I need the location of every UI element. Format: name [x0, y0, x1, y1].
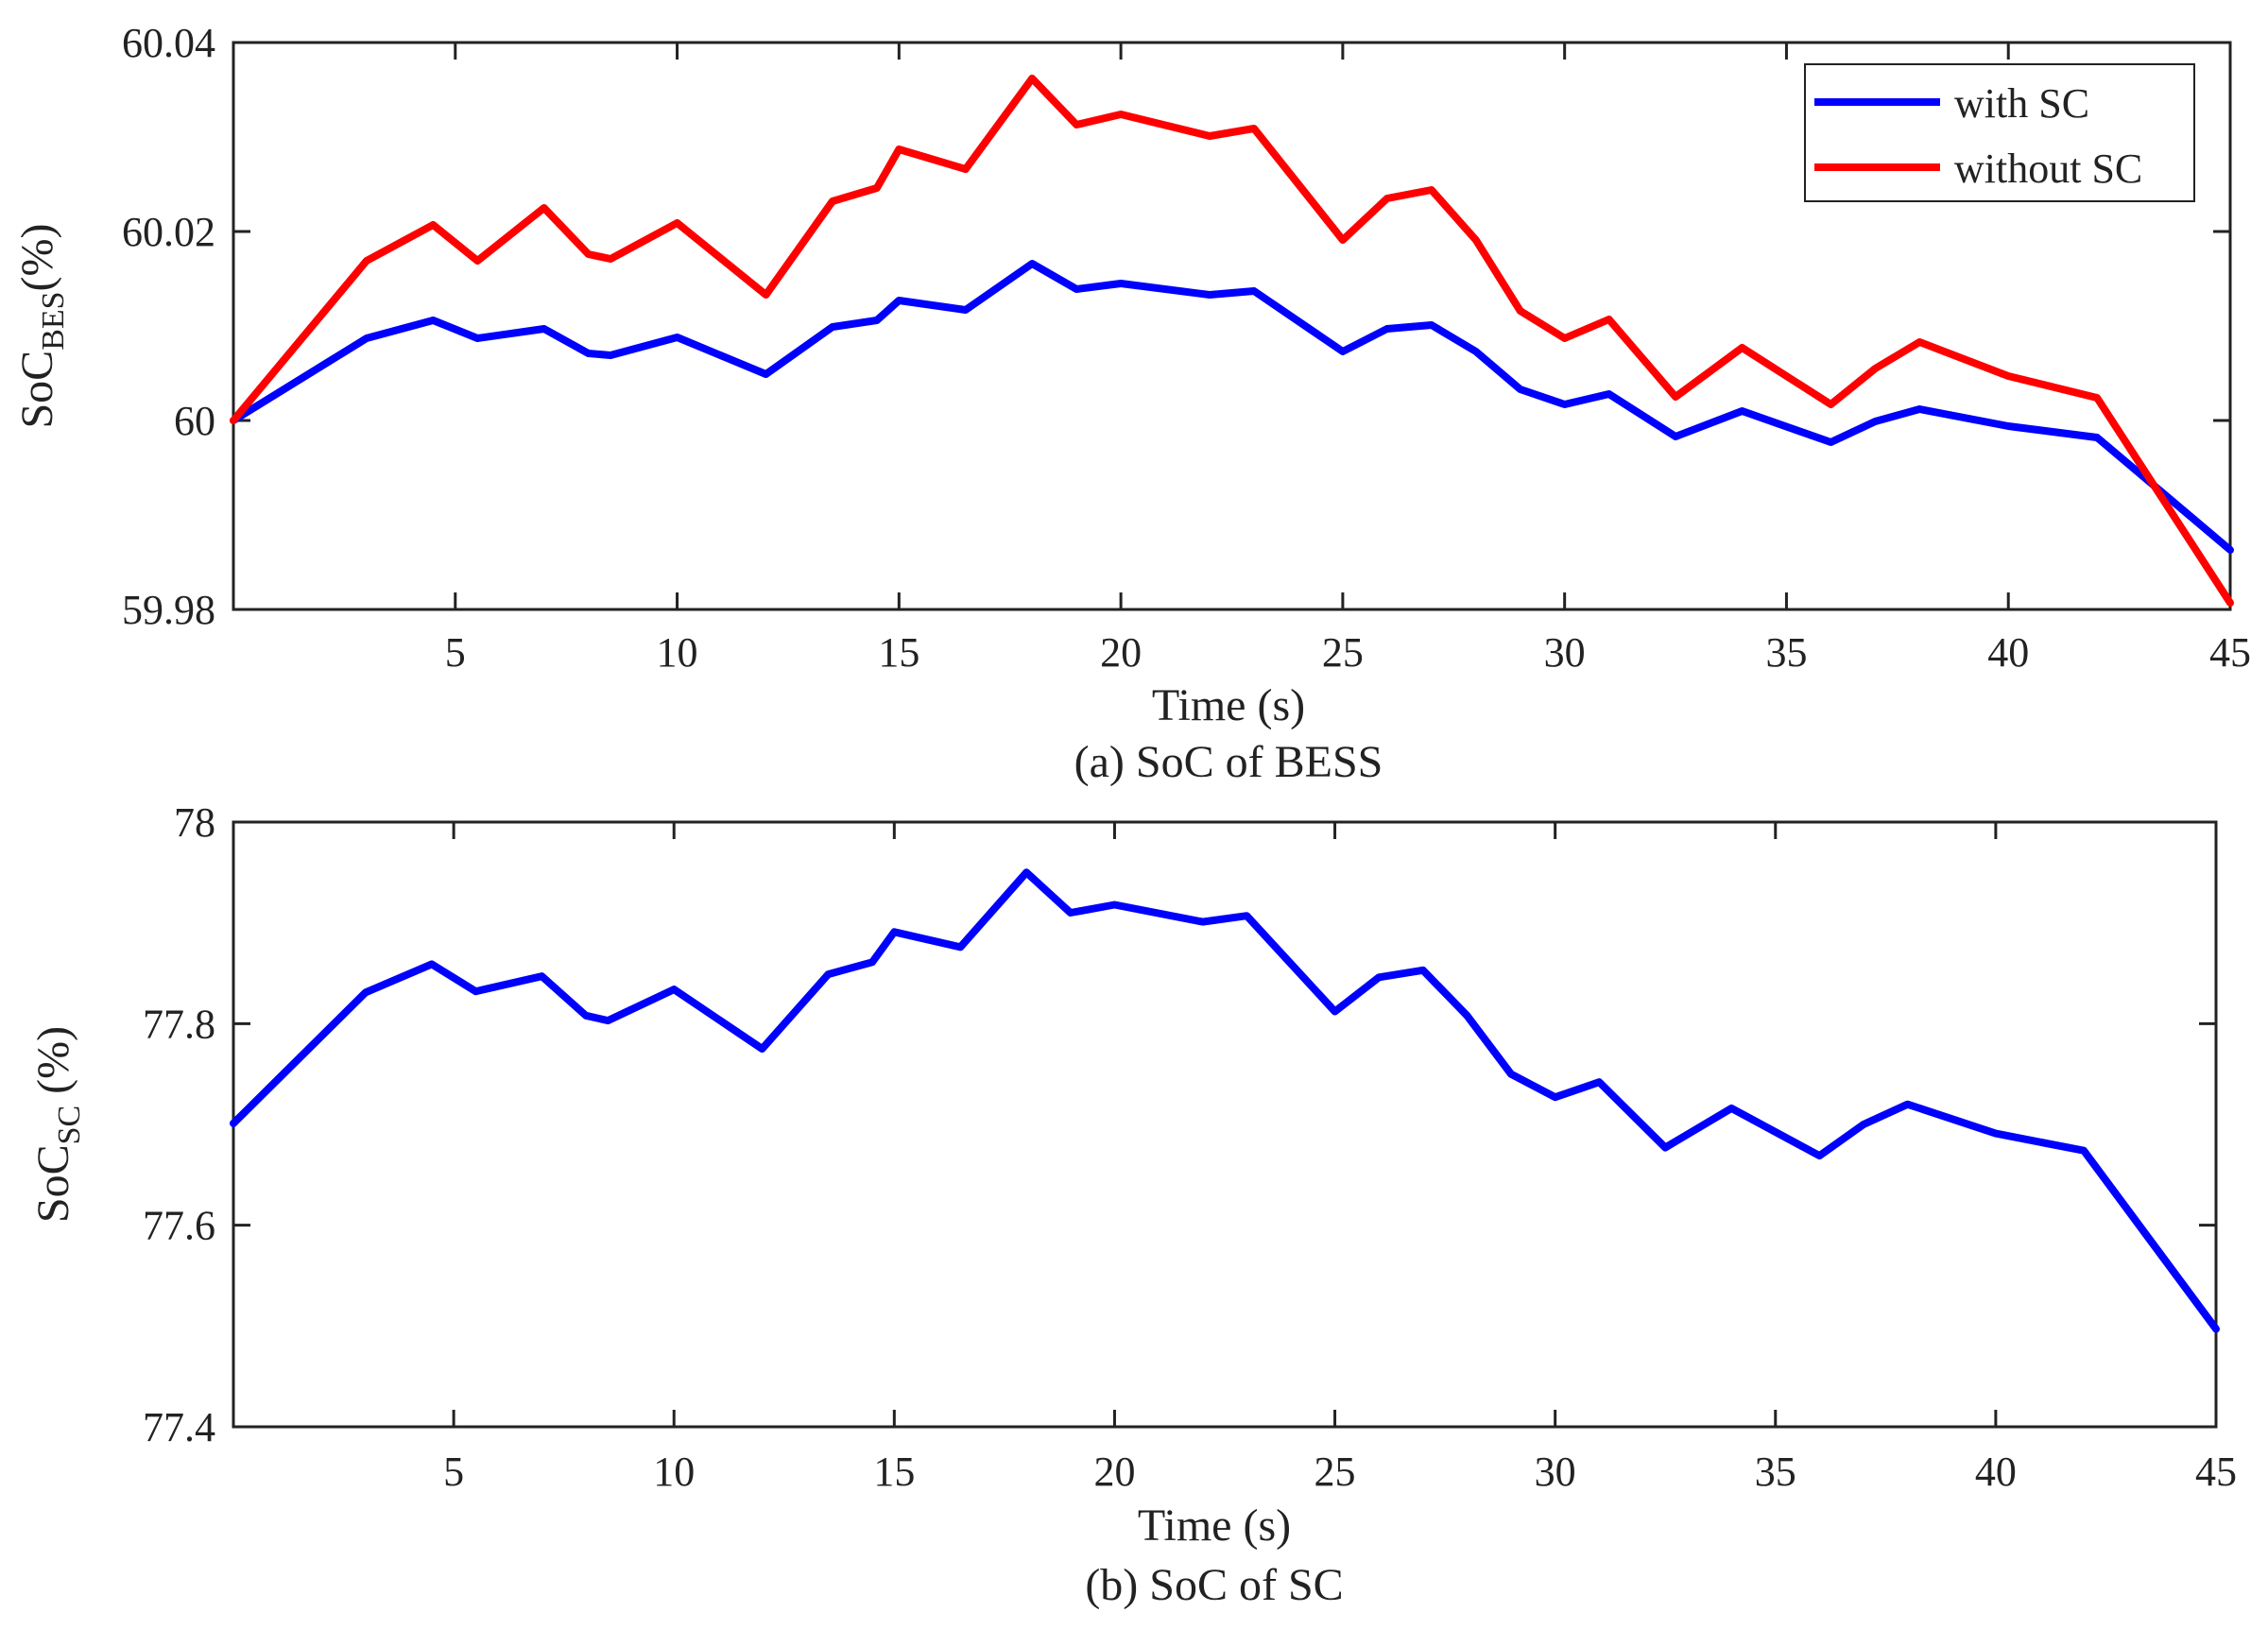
x-tick-label: 40 — [1975, 1449, 2017, 1495]
x-tick-label: 45 — [2195, 1449, 2237, 1495]
x-tick-label: 15 — [873, 1449, 915, 1495]
y-tick-label: 78 — [174, 799, 215, 846]
tick-labels: 5 10 15 20 25 30 35 40 45 77.4 77.6 77.8 78 — [143, 799, 2237, 1495]
x-axis-label: Time (s) — [1152, 680, 1305, 730]
x-tick-label: 30 — [1544, 629, 1586, 676]
series-line-without-sc — [230, 75, 2234, 607]
x-tick-label: 30 — [1535, 1449, 1576, 1495]
x-tick-label: 10 — [657, 629, 698, 676]
chart-panel-b: 5 10 15 20 25 30 35 40 45 77.4 77.6 77.8 78 SoCSC (%… — [28, 799, 2237, 1610]
legend-box — [1804, 63, 2195, 202]
x-tick-label: 25 — [1322, 629, 1364, 676]
y-tick-label: 59.98 — [122, 587, 215, 633]
x-tick-label: 15 — [878, 629, 919, 676]
plot-area-frame — [232, 41, 2232, 611]
x-tick-label: 20 — [1093, 1449, 1135, 1495]
series-line-with-sc — [230, 260, 2234, 554]
chart-caption: (a) SoC of BESS — [1074, 737, 1383, 787]
x-tick-label: 35 — [1755, 1449, 1796, 1495]
x-tick-label: 40 — [1987, 629, 2029, 676]
series-line-sc — [230, 868, 2220, 1333]
x-axis-label: Time (s) — [1138, 1500, 1291, 1551]
y-axis-label: SoCSC (%) — [28, 1026, 87, 1223]
tick-labels: 5 10 15 20 25 30 35 40 45 59.98 60 60.02 60.04 — [122, 20, 2251, 676]
chart-caption: (b) SoC of SC — [1085, 1560, 1343, 1610]
y-tick-label: 60.02 — [122, 209, 215, 255]
legend-label-with-sc: with SC — [1954, 80, 2089, 127]
axis-ticks — [233, 820, 2218, 1429]
series-lines — [230, 75, 2234, 607]
y-tick-label: 60 — [174, 398, 215, 444]
y-axis-label-subscript: SC — [52, 1106, 87, 1145]
y-axis-label-unit: (%) — [28, 1026, 78, 1106]
y-axis-label-main: SoC — [12, 351, 62, 429]
legend: with SC without SC — [1804, 63, 2195, 202]
x-tick-label: 35 — [1765, 629, 1807, 676]
y-axis-label-main: SoC — [28, 1144, 78, 1223]
x-tick-label: 20 — [1100, 629, 1142, 676]
y-axis-label-subscript: BES — [36, 291, 71, 350]
x-tick-label: 25 — [1314, 1449, 1356, 1495]
legend-label-without-sc: without SC — [1954, 146, 2142, 192]
y-tick-label: 77.6 — [143, 1203, 215, 1249]
series-lines — [230, 868, 2220, 1333]
chart-panel-a: 5 10 15 20 25 30 35 40 45 59.98 60 60.02 60.04 SoCBE… — [12, 20, 2251, 787]
plot-area-frame — [232, 820, 2218, 1429]
y-tick-label: 77.4 — [143, 1404, 215, 1450]
y-tick-label: 60.04 — [122, 20, 215, 66]
y-tick-label: 77.8 — [143, 1001, 215, 1047]
x-tick-label: 10 — [653, 1449, 695, 1495]
y-axis-label: SoCBES(%) — [12, 223, 71, 428]
x-tick-label: 5 — [443, 1449, 464, 1495]
y-axis-label-unit: (%) — [12, 223, 62, 291]
x-tick-label: 5 — [445, 629, 466, 676]
x-tick-label: 45 — [2209, 629, 2251, 676]
